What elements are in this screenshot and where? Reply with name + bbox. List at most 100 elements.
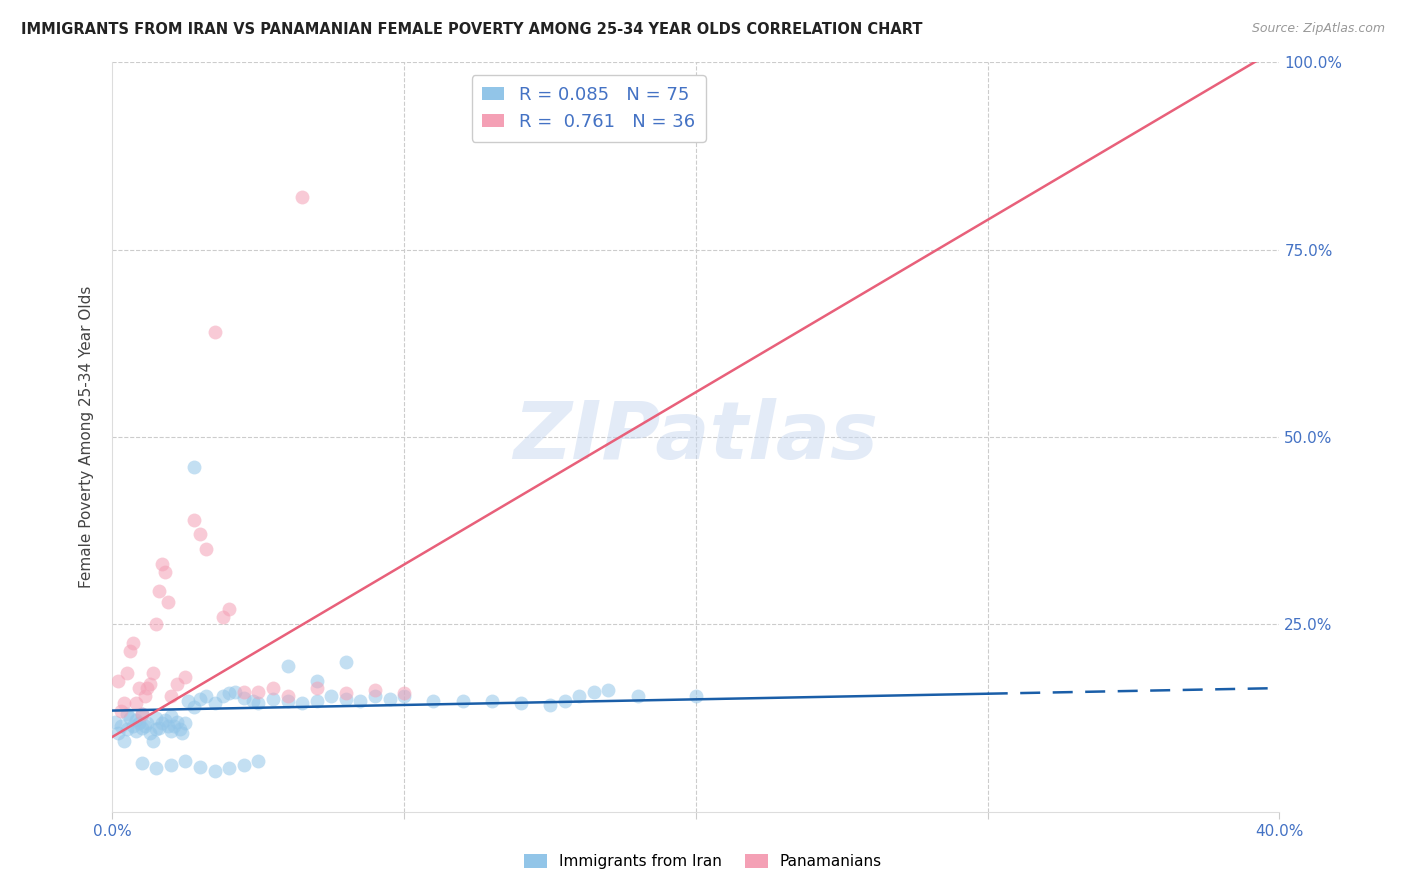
Text: ZIPatlas: ZIPatlas: [513, 398, 879, 476]
Y-axis label: Female Poverty Among 25-34 Year Olds: Female Poverty Among 25-34 Year Olds: [79, 286, 94, 588]
Point: [131, 707, 153, 722]
Point: [554, 694, 576, 708]
Point: [134, 689, 156, 703]
Point: [174, 670, 197, 684]
Point: [204, 696, 226, 710]
Point: [177, 694, 200, 708]
Point: [685, 689, 707, 703]
Point: [422, 694, 444, 708]
Point: [145, 761, 167, 775]
Point: [188, 760, 211, 774]
Point: [115, 707, 138, 722]
Point: [224, 685, 246, 699]
Point: [188, 692, 211, 706]
Point: [242, 694, 264, 708]
Point: [183, 512, 205, 526]
Point: [131, 721, 153, 735]
Point: [128, 681, 150, 695]
Point: [188, 527, 211, 541]
Point: [136, 716, 159, 731]
Point: [276, 689, 298, 703]
Legend: Immigrants from Iran, Panamanians: Immigrants from Iran, Panamanians: [517, 848, 889, 875]
Point: [166, 677, 188, 691]
Point: [212, 689, 235, 703]
Point: [118, 643, 141, 657]
Point: [115, 666, 138, 681]
Point: [136, 681, 159, 695]
Point: [204, 764, 226, 778]
Point: [148, 721, 170, 735]
Point: [131, 707, 153, 722]
Point: [122, 718, 145, 732]
Point: [276, 658, 298, 673]
Point: [125, 723, 148, 738]
Point: [122, 636, 145, 650]
Point: [134, 718, 156, 732]
Point: [139, 726, 162, 740]
Point: [166, 714, 188, 729]
Legend: R = 0.085   N = 75, R =  0.761   N = 36: R = 0.085 N = 75, R = 0.761 N = 36: [471, 75, 706, 142]
Point: [104, 714, 127, 729]
Point: [163, 718, 186, 732]
Point: [291, 190, 314, 204]
Point: [262, 692, 284, 706]
Point: [335, 686, 357, 700]
Point: [183, 699, 205, 714]
Point: [160, 708, 183, 723]
Point: [150, 716, 173, 731]
Point: [247, 685, 270, 699]
Point: [582, 685, 605, 699]
Point: [627, 689, 650, 703]
Point: [204, 325, 226, 339]
Point: [174, 716, 197, 731]
Point: [335, 692, 357, 706]
Point: [194, 542, 217, 557]
Point: [118, 711, 141, 725]
Point: [232, 758, 254, 772]
Point: [142, 666, 165, 681]
Point: [451, 694, 474, 708]
Point: [156, 718, 179, 732]
Point: [194, 689, 217, 703]
Point: [160, 758, 183, 772]
Point: [160, 689, 183, 703]
Point: [538, 698, 561, 713]
Point: [305, 673, 328, 688]
Point: [276, 694, 298, 708]
Point: [153, 714, 176, 728]
Point: [150, 558, 173, 572]
Point: [183, 460, 205, 475]
Point: [218, 686, 240, 700]
Point: [349, 694, 371, 708]
Point: [598, 683, 620, 698]
Point: [139, 677, 162, 691]
Point: [291, 696, 314, 710]
Point: [364, 689, 387, 703]
Point: [110, 704, 132, 718]
Point: [247, 754, 270, 768]
Point: [115, 723, 138, 737]
Point: [481, 694, 503, 708]
Point: [169, 723, 191, 737]
Point: [156, 595, 179, 609]
Point: [378, 692, 401, 706]
Point: [153, 565, 176, 579]
Point: [509, 696, 531, 710]
Point: [142, 733, 165, 747]
Point: [112, 733, 135, 747]
Point: [232, 685, 254, 699]
Text: IMMIGRANTS FROM IRAN VS PANAMANIAN FEMALE POVERTY AMONG 25-34 YEAR OLDS CORRELAT: IMMIGRANTS FROM IRAN VS PANAMANIAN FEMAL…: [21, 22, 922, 37]
Point: [335, 655, 357, 669]
Point: [160, 723, 183, 738]
Point: [321, 689, 343, 703]
Point: [125, 714, 148, 728]
Point: [568, 689, 591, 703]
Point: [394, 689, 416, 703]
Point: [148, 583, 170, 598]
Point: [305, 681, 328, 695]
Point: [107, 726, 129, 740]
Point: [212, 610, 235, 624]
Point: [131, 756, 153, 770]
Point: [218, 602, 240, 616]
Point: [145, 723, 167, 737]
